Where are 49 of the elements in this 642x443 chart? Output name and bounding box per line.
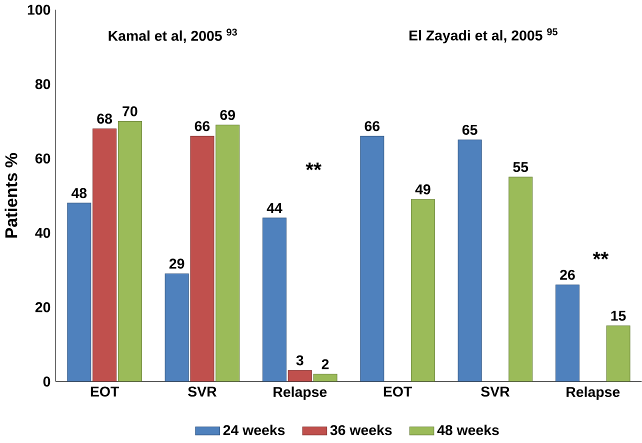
annotation: ** [592, 252, 609, 260]
annotation: ** [306, 162, 322, 170]
bar [458, 140, 482, 382]
data-label: 65 [462, 124, 478, 135]
legend-label: 24 weeks [223, 424, 285, 436]
data-label: 44 [266, 203, 282, 214]
data-label: 49 [415, 184, 430, 194]
bar [508, 176, 533, 382]
data-label: 29 [169, 258, 184, 269]
legend-label: 48 weeks [437, 424, 499, 436]
data-label: 26 [560, 270, 575, 280]
data-label: 68 [97, 114, 112, 124]
bar [360, 136, 384, 382]
data-label: 15 [611, 310, 626, 321]
y-tick-label: 0 [43, 376, 50, 387]
bar [67, 202, 92, 382]
bar [410, 199, 435, 382]
data-label: 70 [122, 106, 138, 116]
bar [190, 136, 214, 382]
bar [164, 274, 189, 382]
y-tick-label: 80 [35, 79, 50, 90]
x-tick-label: Relapse [274, 386, 327, 400]
data-label: 69 [220, 110, 235, 120]
bar [606, 326, 630, 382]
bar [216, 124, 240, 382]
bar [288, 370, 312, 382]
data-label: 55 [513, 162, 528, 172]
data-label: 2 [322, 359, 329, 370]
data-label: 66 [194, 121, 210, 132]
data-label: 3 [296, 355, 304, 366]
bar [92, 128, 117, 382]
x-tick-label: Relapse [566, 386, 620, 400]
bar [555, 284, 580, 382]
x-tick-label: SVR [188, 386, 217, 397]
data-label: 48 [71, 188, 87, 198]
y-tick-label: 60 [35, 154, 50, 164]
x-tick-label: EOT [90, 386, 120, 397]
y-tick-label: 40 [35, 228, 50, 238]
annotation: El Zayadi et al, 2005 $^{95}$ [409, 28, 558, 44]
annotation: Kamal et al, 2005 $^{93}$ [108, 28, 237, 44]
y-tick-label: 100 [28, 4, 50, 15]
x-tick-label: EOT [384, 386, 412, 397]
legend-label: 36 weeks [330, 424, 392, 436]
bar [262, 218, 287, 382]
data-label: 66 [364, 121, 380, 132]
y-tick-label: 20 [35, 302, 50, 312]
x-tick-label: SVR [481, 386, 510, 397]
bar [118, 121, 142, 382]
y-axis-title: Patients % [4, 153, 18, 238]
